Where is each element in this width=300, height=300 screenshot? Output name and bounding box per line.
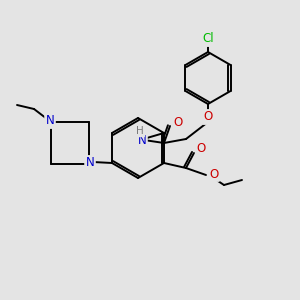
Text: H: H	[136, 126, 144, 136]
Text: N: N	[46, 115, 54, 128]
Text: O: O	[209, 167, 219, 181]
Text: O: O	[173, 116, 183, 130]
Text: N: N	[85, 157, 94, 169]
Text: Cl: Cl	[202, 32, 214, 46]
Text: O: O	[203, 110, 213, 124]
Text: N: N	[138, 134, 146, 146]
Text: O: O	[196, 142, 206, 155]
